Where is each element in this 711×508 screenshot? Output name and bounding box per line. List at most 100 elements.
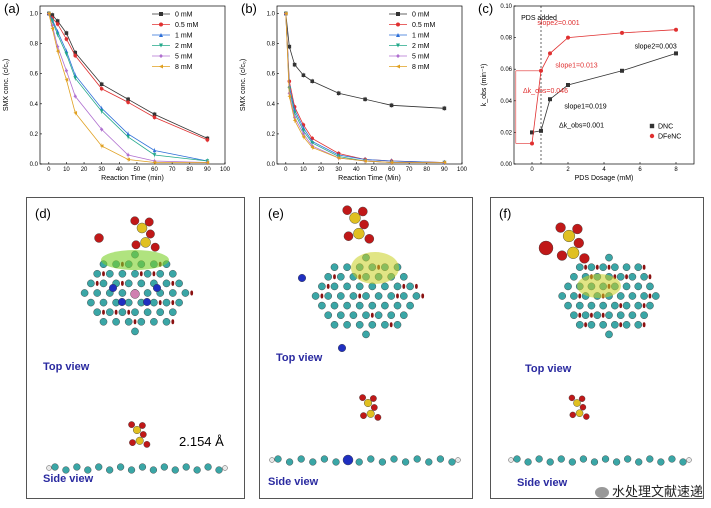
data-point	[47, 11, 51, 16]
charge-density	[619, 322, 623, 328]
panel-label-e: (e)	[268, 206, 284, 221]
plot-frame	[39, 5, 226, 165]
data-point	[530, 130, 534, 135]
carbon-atom	[349, 311, 358, 319]
carbon-atom	[349, 292, 358, 300]
sulfur-atom	[366, 409, 375, 418]
panel-label-f: (f)	[499, 206, 511, 221]
carbon-atom	[95, 463, 103, 471]
data-point	[73, 94, 78, 99]
charge-density	[152, 271, 156, 277]
y-tick-label: 0.00	[500, 162, 512, 168]
carbon-atom	[399, 311, 408, 319]
carbon-atom	[143, 270, 152, 278]
charge-density	[389, 322, 393, 328]
carbon-atom	[393, 282, 402, 291]
data-point	[99, 109, 104, 114]
carbon-atom	[557, 455, 565, 463]
carbon-atom	[93, 308, 101, 316]
data-point	[301, 135, 306, 139]
y-tick-label: 0.6	[30, 72, 39, 78]
oxygen-atom	[555, 222, 566, 233]
data-point	[620, 68, 624, 73]
carbon-atom	[570, 311, 578, 319]
sulfur-atom	[364, 399, 372, 407]
legend-label: 2 mM	[412, 43, 430, 50]
x-tick-label: 50	[134, 167, 141, 173]
oxygen-atom	[538, 240, 554, 256]
carbon-atom	[628, 292, 637, 300]
x-tick-label: 80	[186, 167, 193, 173]
carbon-atom	[324, 311, 332, 319]
charge-density	[601, 312, 605, 318]
data-point	[310, 79, 315, 84]
carbon-atom	[601, 455, 610, 463]
carbon-atom	[51, 463, 59, 471]
y-tick-label: 0.02	[500, 130, 512, 136]
hydrogen-atom	[508, 457, 514, 463]
carbon-atom	[393, 301, 402, 310]
carbon-atom	[599, 263, 607, 271]
carbon-atom	[116, 463, 125, 471]
carbon-atom	[378, 458, 387, 466]
data-point	[287, 94, 292, 99]
carbon-atom	[181, 289, 190, 297]
carbon-atom	[575, 263, 584, 271]
data-point	[396, 43, 400, 48]
x-tick-label: 30	[335, 167, 342, 173]
carbon-atom	[156, 308, 164, 316]
carbon-atom	[320, 455, 329, 463]
charge-density	[590, 312, 593, 318]
oxygen-atom	[359, 394, 366, 401]
hydrogen-atom	[222, 465, 228, 471]
oxygen-atom	[129, 439, 136, 446]
carbon-atom	[175, 279, 183, 288]
carbon-atom	[324, 292, 332, 300]
x-tick-label: 10	[300, 167, 307, 173]
pds-molecule-top	[555, 222, 590, 264]
oxygen-atom	[370, 395, 377, 402]
carbon-atom	[622, 263, 631, 271]
data-point	[159, 22, 163, 27]
nitrogen-atom	[337, 343, 346, 352]
carbon-atom	[367, 455, 375, 463]
carbon-atom	[634, 321, 643, 329]
carbon-atom	[599, 321, 607, 329]
carbon-atom	[99, 298, 108, 307]
carbon-atom	[337, 292, 345, 300]
y-tick-label: 0.0	[30, 162, 39, 168]
carbon-atom	[355, 282, 364, 291]
x-tick-label: 2	[566, 167, 570, 173]
series-0-5-mm	[47, 11, 210, 143]
carbon-atom	[318, 282, 326, 291]
data-point	[396, 33, 400, 37]
carbon-atom	[622, 301, 631, 310]
sulfur-atom	[573, 399, 581, 407]
carbon-atom	[634, 301, 643, 310]
sulfur-atom	[140, 237, 151, 248]
carbon-atom	[558, 292, 566, 300]
side-view-label-d: Side view	[43, 473, 94, 485]
carbon-atom	[524, 458, 532, 466]
data-point	[152, 148, 157, 153]
carbon-atom	[343, 321, 351, 329]
carbon-atom	[679, 458, 687, 466]
oxygen-atom	[572, 223, 583, 235]
charge-density	[642, 264, 646, 270]
series-8-mm	[47, 11, 210, 165]
series-dnc	[530, 51, 678, 135]
carbon-atom	[634, 282, 643, 291]
data-point	[99, 82, 104, 87]
x-axis-label: Reaction Time (Min)	[338, 175, 401, 182]
data-point	[301, 73, 306, 78]
interaction-region	[351, 252, 399, 284]
carbon-atom	[343, 282, 351, 291]
charge-density	[158, 300, 162, 306]
oxygen-atom	[131, 240, 141, 250]
carbon-atom	[406, 301, 414, 310]
x-tick-label: 10	[63, 167, 70, 173]
oxygen-atom	[128, 421, 135, 428]
y-tick-label: 0.4	[30, 102, 39, 108]
data-point	[126, 157, 130, 162]
x-tick-label: 20	[81, 167, 88, 173]
